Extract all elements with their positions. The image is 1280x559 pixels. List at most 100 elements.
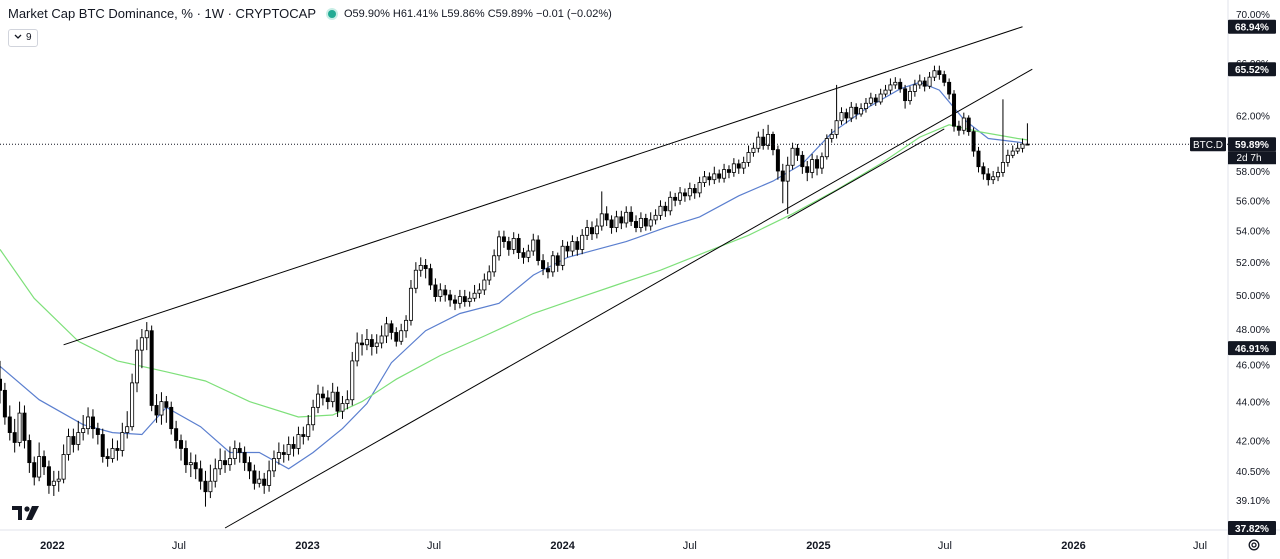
chart-header: Market Cap BTC Dominance, % · 1W · CRYPT… <box>8 6 612 21</box>
candle <box>0 360 3 404</box>
candle-body <box>589 227 594 235</box>
candle-body <box>658 205 663 216</box>
countdown-tag-bg <box>1228 151 1276 165</box>
candle-body <box>472 292 477 299</box>
candle-body <box>51 480 56 486</box>
candle <box>839 107 844 125</box>
candle-body <box>746 152 751 163</box>
candle <box>912 79 917 97</box>
candle <box>883 84 888 97</box>
candle-body <box>731 163 736 173</box>
candle <box>325 390 330 410</box>
candle-body <box>120 432 125 451</box>
candle <box>761 128 766 150</box>
candle-body <box>541 260 546 270</box>
candle <box>301 426 306 445</box>
candle-body <box>237 448 242 453</box>
candle-body <box>834 120 839 135</box>
price-tag: 65.52% <box>1228 62 1276 77</box>
candle <box>61 444 66 484</box>
candle <box>477 283 482 299</box>
trendline <box>224 68 1033 529</box>
candle <box>340 395 345 419</box>
price-tag-value: 68.94% <box>1235 23 1269 34</box>
price-tag-bg <box>1228 137 1276 152</box>
candle-body <box>594 225 599 235</box>
candle-body <box>668 196 673 212</box>
candle-body <box>506 241 511 250</box>
candle <box>1025 123 1030 146</box>
candle <box>815 155 820 176</box>
candle <box>355 332 360 367</box>
candle-body <box>482 279 487 291</box>
candle-body <box>712 173 717 181</box>
candle <box>144 322 149 351</box>
candle-body <box>413 269 418 289</box>
candle-body <box>810 159 815 173</box>
candle <box>585 219 590 240</box>
candle-body <box>399 330 404 342</box>
candle <box>516 233 521 259</box>
candle <box>952 90 957 132</box>
candle <box>526 244 531 263</box>
moving-average-line <box>0 81 1023 470</box>
candle-body <box>286 444 291 455</box>
candle <box>213 458 218 488</box>
candle <box>903 84 908 109</box>
candle <box>433 278 438 302</box>
candle <box>893 77 898 89</box>
candle <box>511 232 516 255</box>
candle <box>17 401 22 447</box>
candle <box>418 257 423 277</box>
candle-body <box>761 136 766 146</box>
candle-body <box>1005 154 1010 163</box>
candle-body <box>648 219 653 227</box>
candle-body <box>511 238 516 250</box>
candle-body <box>17 412 22 443</box>
candle-body <box>863 102 868 110</box>
candle-body <box>0 378 3 391</box>
candle-body <box>497 236 502 257</box>
indicator-count-toggle[interactable]: 9 <box>8 29 38 47</box>
candle-body <box>394 332 399 342</box>
candle-body <box>619 216 624 224</box>
candle-body <box>183 448 188 466</box>
candle-body <box>604 213 609 221</box>
candle-body <box>242 452 247 464</box>
candle-body <box>599 213 604 227</box>
symbol-title[interactable]: Market Cap BTC Dominance, % · 1W · CRYPT… <box>8 6 316 21</box>
candle <box>937 65 942 80</box>
candle-body <box>741 162 746 169</box>
candle <box>653 209 658 225</box>
candle-body <box>61 454 66 480</box>
candle-body <box>325 397 330 403</box>
candle-body <box>868 97 873 104</box>
candle-body <box>775 149 780 172</box>
gear-icon[interactable] <box>1247 538 1261 552</box>
candle <box>570 235 575 256</box>
candle-body <box>232 448 237 459</box>
candle <box>673 192 678 207</box>
y-tick-label: 52.00% <box>1236 258 1270 269</box>
tradingview-logo[interactable] <box>12 505 42 526</box>
candle <box>179 434 184 461</box>
candle <box>922 77 927 92</box>
candle-body <box>815 159 820 169</box>
candle-body <box>452 299 457 304</box>
candle-body <box>418 264 423 271</box>
candle-body <box>682 192 687 197</box>
candle <box>565 241 570 258</box>
candle-body <box>1000 162 1005 173</box>
candle <box>981 162 986 180</box>
candle <box>105 448 110 467</box>
candle-body <box>663 205 668 212</box>
candle <box>66 428 71 461</box>
candle-body <box>570 241 575 252</box>
candle <box>193 454 198 480</box>
candle <box>100 428 105 463</box>
candle <box>668 191 673 216</box>
candle <box>501 230 506 248</box>
candle-body <box>218 460 223 470</box>
candle-body <box>247 462 252 472</box>
